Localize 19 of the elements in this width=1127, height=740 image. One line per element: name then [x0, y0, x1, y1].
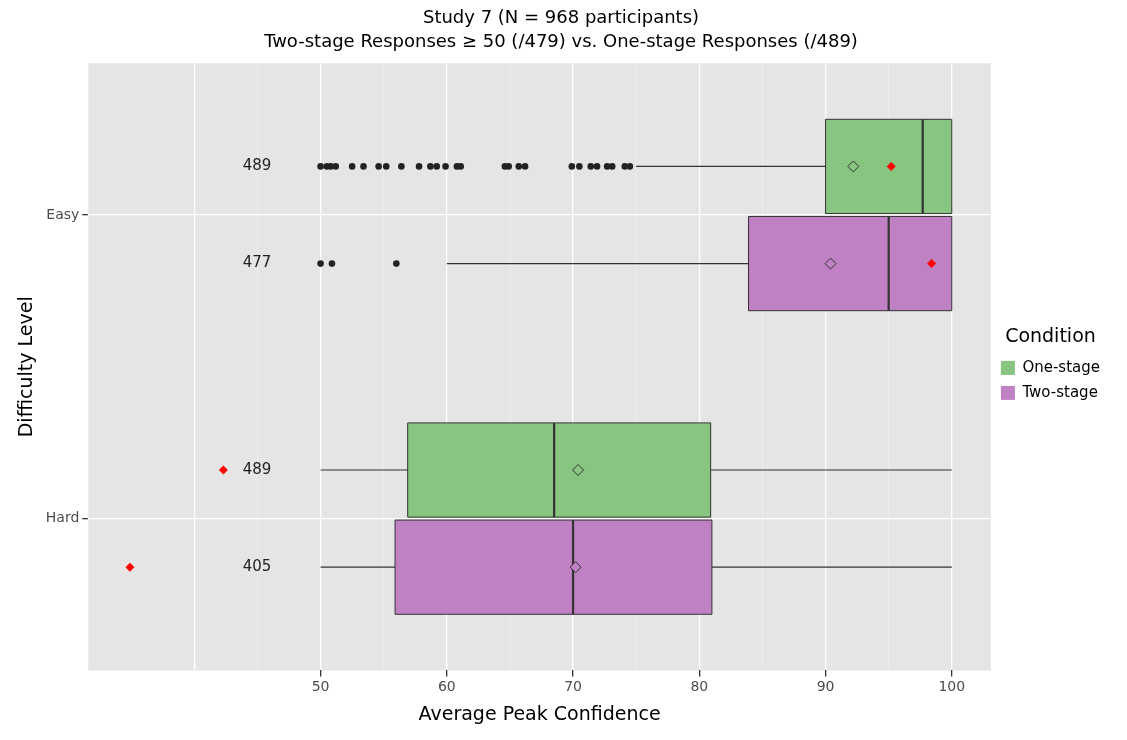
text: 489	[242, 459, 272, 478]
legend-title: Condition	[1005, 324, 1096, 347]
text: 477	[242, 253, 272, 272]
x-tick-label: 80	[690, 678, 709, 695]
x-tick-label: 50	[311, 678, 330, 695]
x-tick-label: 90	[816, 678, 835, 695]
y-tick-label: Hard	[45, 509, 80, 526]
chart-title: Study 7 (N = 968 participants)	[422, 6, 700, 28]
legend-label: One-stage	[1022, 357, 1100, 376]
legend-label: Two-stage	[1021, 382, 1098, 401]
y-tick-label: Easy	[46, 205, 80, 222]
y-axis-title: Difficulty Level	[14, 296, 37, 438]
x-axis-title: Average Peak Confidence	[418, 701, 661, 724]
text: 489	[242, 156, 272, 175]
x-tick-label: 60	[437, 678, 456, 695]
x-tick-label: 100	[938, 678, 966, 695]
chart-subtitle: Two-stage Responses ≥ 50 (/479) vs. One-stage Responses (/489)	[263, 30, 858, 52]
x-tick-label: 70	[564, 678, 582, 695]
text: 405	[242, 557, 272, 576]
